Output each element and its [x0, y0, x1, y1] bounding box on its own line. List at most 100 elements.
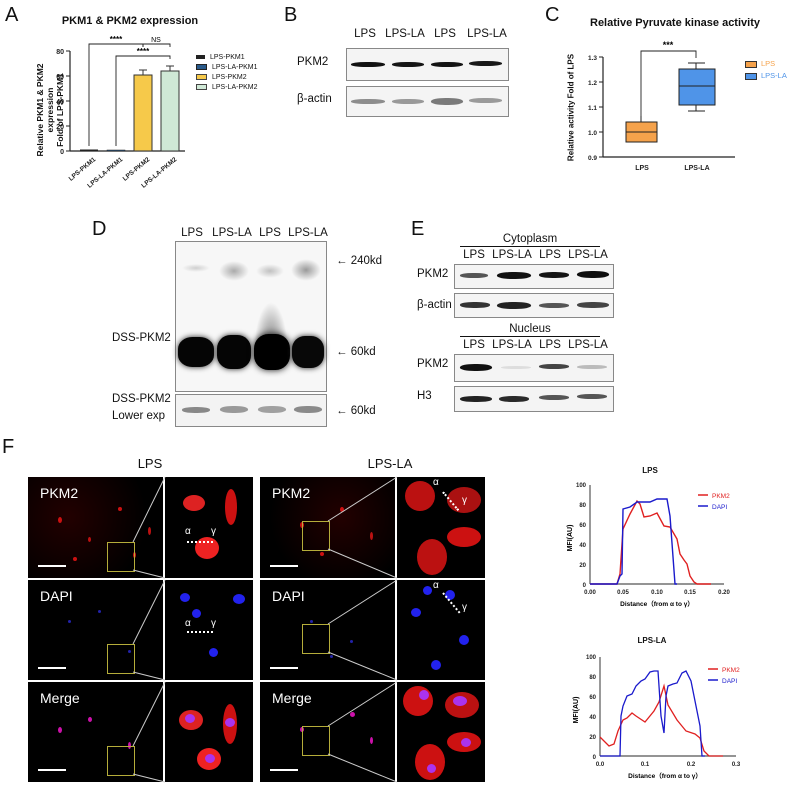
image-lps-dapi-zoom: α γ	[165, 580, 253, 680]
image-lpsla-pkm2-zoom: α γ	[397, 477, 485, 578]
legend-item: LPS-PKM2	[196, 73, 258, 83]
svg-text:0.1: 0.1	[641, 762, 650, 768]
lane-label: LPS-LA	[492, 339, 532, 351]
zoom-region-box	[302, 521, 330, 551]
svg-text:80: 80	[589, 675, 596, 681]
image-lpsla-dapi: DAPI	[260, 580, 395, 680]
panel-a-label: A	[5, 4, 19, 26]
scale-bar	[38, 565, 66, 567]
lane-label: LPS-LA	[288, 227, 328, 239]
panel-e-label: E	[411, 218, 425, 240]
panel-c-title: Relative Pyruvate kinase activity	[590, 17, 760, 29]
zoom-region-box	[302, 624, 330, 654]
svg-text:0.20: 0.20	[718, 590, 730, 596]
image-lps-merge: Merge	[28, 682, 163, 782]
arrow-left-icon: ←	[336, 255, 351, 267]
panel-a-bar-chart: 80 60 40 20 0 **** NS **** LPS-PKM1 LPS-…	[56, 35, 185, 190]
svg-text:0.10: 0.10	[651, 590, 663, 596]
row-label-lower-exp: Lower exp	[112, 410, 166, 422]
lane-label: LPS-LA	[492, 249, 532, 261]
image-lps-pkm2: PKM2	[28, 477, 163, 578]
svg-text:20: 20	[589, 735, 596, 741]
svg-text:0.00: 0.00	[584, 590, 596, 596]
image-lpsla-dapi-zoom: α γ	[397, 580, 485, 680]
blot-e-nuc-h3	[454, 386, 614, 412]
image-lps-merge-zoom	[165, 682, 253, 782]
blot-d-main	[175, 241, 327, 392]
row-label-beta-actin: β-actin	[417, 299, 452, 311]
image-lpsla-merge-zoom	[397, 682, 485, 782]
lane-label: LPS-LA	[385, 28, 425, 40]
blot-d-lower	[175, 394, 327, 427]
svg-text:MFI(AU): MFI(AU)	[567, 525, 574, 552]
zoom-region-box	[302, 726, 330, 756]
lane-label: LPS	[259, 227, 281, 239]
blot-b-actin	[346, 86, 509, 117]
scale-bar	[270, 769, 298, 771]
svg-text:1.2: 1.2	[588, 80, 597, 87]
scale-bar	[38, 667, 66, 669]
lane-label: LPS-LA	[568, 249, 608, 261]
sig-marker: ***	[663, 40, 674, 50]
svg-text:0.3: 0.3	[732, 762, 741, 768]
svg-text:40: 40	[579, 543, 586, 549]
scale-bar	[270, 667, 298, 669]
line-profile-path	[187, 631, 213, 633]
svg-text:80: 80	[579, 503, 586, 509]
panel-a-legend: LPS-PKM1 LPS-LA-PKM1 LPS-PKM2 LPS-LA-PKM…	[196, 53, 258, 93]
svg-text:40: 40	[56, 99, 64, 106]
sig-marker: NS	[151, 37, 161, 44]
zoom-region-box	[107, 542, 135, 572]
lane-label: LPS	[181, 227, 203, 239]
image-lps-dapi: DAPI	[28, 580, 163, 680]
svg-text:LPS: LPS	[635, 165, 649, 172]
svg-text:20: 20	[56, 124, 64, 131]
row-label-beta-actin: β-actin	[297, 93, 332, 105]
cytoplasm-header: Cytoplasm	[460, 233, 600, 247]
panel-a-title: PKM1 & PKM2 expression	[61, 15, 199, 27]
zoom-region-box	[107, 644, 135, 674]
arrow-left-icon: ←	[336, 405, 351, 417]
svg-text:DAPI: DAPI	[712, 504, 727, 511]
lane-label: LPS	[463, 249, 485, 261]
svg-text:Distance（from α to γ）: Distance（from α to γ）	[620, 600, 694, 608]
profile-lps-title: LPS	[642, 466, 658, 475]
svg-text:Distance（from α to γ）: Distance（from α to γ）	[628, 772, 702, 780]
svg-text:MFI(AU): MFI(AU)	[573, 697, 580, 724]
blot-e-cyto-actin	[454, 293, 614, 318]
panel-f-label: F	[2, 436, 15, 458]
lane-label: LPS	[434, 28, 456, 40]
profile-chart-lpsla: 100 80 60 40 20 0 0.0 0.1 0.2 0.3 Distance（from …	[573, 655, 741, 780]
panel-d-label: D	[92, 218, 107, 240]
row-label-pkm2: PKM2	[417, 268, 449, 280]
lane-label: LPS	[354, 28, 376, 40]
legend-item: LPS	[745, 58, 787, 70]
panel-b-label: B	[284, 4, 298, 26]
svg-text:0.0: 0.0	[596, 762, 605, 768]
legend-item: LPS-PKM1	[196, 53, 258, 63]
svg-text:100: 100	[576, 483, 587, 489]
panel-c-legend: LPS LPS-LA	[745, 58, 787, 82]
nucleus-header: Nucleus	[460, 323, 600, 337]
row-label-pkm2: PKM2	[297, 56, 329, 68]
image-lpsla-pkm2: PKM2	[260, 477, 395, 578]
svg-text:1.0: 1.0	[588, 130, 597, 137]
svg-text:60: 60	[589, 695, 596, 701]
profile-lpsla-title: LPS-LA	[637, 636, 667, 645]
svg-text:1.1: 1.1	[588, 105, 597, 112]
legend-item: LPS-LA	[745, 70, 787, 82]
scale-bar	[270, 565, 298, 567]
lane-label: LPS-LA	[467, 28, 507, 40]
svg-text:PKM2: PKM2	[712, 493, 730, 500]
svg-text:0.2: 0.2	[687, 762, 696, 768]
svg-text:0.15: 0.15	[684, 590, 696, 596]
row-label-pkm2-nucleus: PKM2	[417, 358, 449, 370]
profile-chart-lps: 100 80 60 40 20 0 0.00 0.05 0.10 0.15 0.20 Distan…	[567, 483, 730, 608]
marker-60kd-lower: ← 60kd	[336, 405, 376, 417]
svg-text:LPS-LA: LPS-LA	[684, 165, 709, 172]
marker-240kd: ← 240kd	[336, 255, 383, 267]
panel-c-box-chart: 1.3 1.2 1.1 1.0 0.9 *** LPS LPS-LA	[588, 40, 735, 172]
blot-e-nuc-pkm2	[454, 354, 614, 382]
svg-text:PKM2: PKM2	[722, 667, 740, 674]
svg-text:20: 20	[579, 563, 586, 569]
